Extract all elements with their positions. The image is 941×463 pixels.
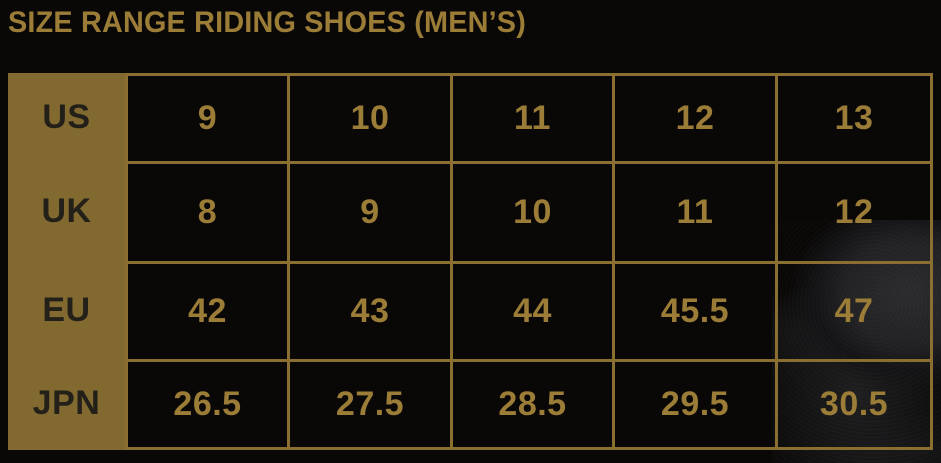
size-cell-uk-4: 11 <box>612 161 775 261</box>
size-cell-us-5: 13 <box>775 73 930 161</box>
page-title: SIZE RANGE RIDING SHOES (MEN’S) <box>8 6 527 39</box>
row-header-uk: UK <box>41 191 92 230</box>
size-chart-table: US UK EU JPN 9 10 11 12 13 8 9 10 11 12 … <box>8 73 933 450</box>
size-cell-us-1: 9 <box>125 73 287 161</box>
size-cell-jpn-5: 30.5 <box>775 359 930 447</box>
size-cell-jpn-1: 26.5 <box>125 359 287 447</box>
size-cell-uk-5: 12 <box>775 161 930 261</box>
row-header-jpn: JPN <box>32 383 101 422</box>
row-header-us: US <box>42 97 91 136</box>
size-cell-us-2: 10 <box>287 73 450 161</box>
size-grid: 9 10 11 12 13 8 9 10 11 12 42 43 44 45.5… <box>125 73 933 450</box>
size-cell-jpn-2: 27.5 <box>287 359 450 447</box>
size-cell-jpn-4: 29.5 <box>612 359 775 447</box>
riding-shoe-photo <box>772 220 941 463</box>
size-cell-us-3: 11 <box>450 73 612 161</box>
size-cell-eu-2: 43 <box>287 261 450 359</box>
row-header-eu: EU <box>42 290 91 329</box>
size-cell-eu-1: 42 <box>125 261 287 359</box>
row-header-column: US UK EU JPN <box>8 73 125 450</box>
size-cell-jpn-3: 28.5 <box>450 359 612 447</box>
size-cell-us-4: 12 <box>612 73 775 161</box>
size-cell-uk-3: 10 <box>450 161 612 261</box>
size-cell-eu-5: 47 <box>775 261 930 359</box>
size-cell-eu-3: 44 <box>450 261 612 359</box>
size-cell-eu-4: 45.5 <box>612 261 775 359</box>
size-cell-uk-2: 9 <box>287 161 450 261</box>
size-cell-uk-1: 8 <box>125 161 287 261</box>
